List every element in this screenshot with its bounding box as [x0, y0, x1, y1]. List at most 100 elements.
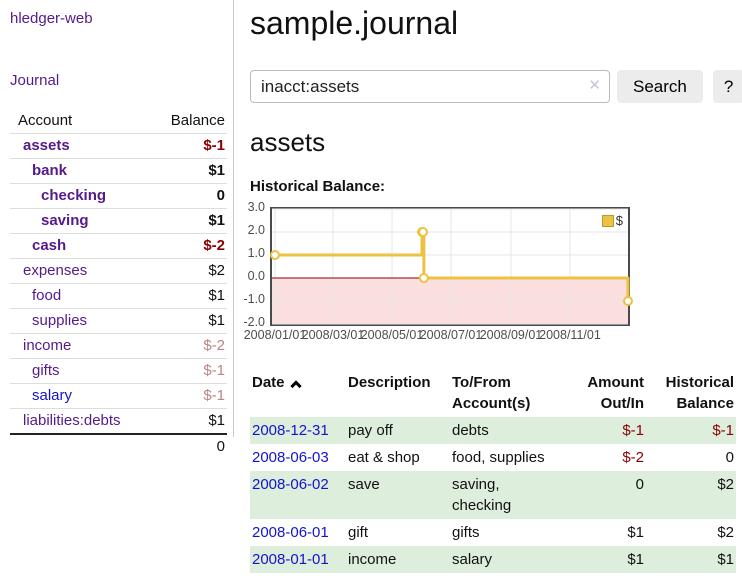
page-title: sample.journal — [250, 5, 459, 41]
account-link[interactable]: cash — [32, 237, 67, 254]
account-balance: $-1 — [148, 383, 227, 409]
account-balance: $1 — [148, 208, 227, 234]
account-heading: assets — [250, 127, 326, 157]
search-button[interactable]: Search — [617, 70, 703, 103]
transaction-amount: $-2 — [622, 449, 644, 466]
chart-svg — [270, 208, 633, 325]
transactions-table: Date Description To/From Account(s) Amou… — [250, 369, 736, 573]
transaction-accounts: saving, checking — [452, 476, 512, 514]
transaction-accounts: salary — [452, 551, 493, 568]
account-link[interactable]: liabilities:debts — [23, 412, 121, 429]
transaction-row: 2008-01-01 income salary $1 $1 — [250, 546, 736, 573]
account-name-cell: supplies — [10, 308, 149, 334]
legend-swatch-icon — [601, 214, 614, 227]
transaction-balance: $1 — [717, 551, 734, 568]
account-name-cell: bank — [10, 158, 149, 184]
account-row: assets $-1 — [10, 133, 227, 159]
search-input[interactable] — [250, 70, 610, 103]
y-axis-tick: -1.0 — [243, 292, 265, 306]
account-balance: $2 — [148, 258, 227, 284]
data-point-marker — [418, 273, 429, 283]
account-row: expenses $2 — [10, 258, 227, 284]
account-link[interactable]: food — [32, 287, 62, 304]
accounts-total-row: 0 — [10, 433, 227, 459]
account-name-cell: liabilities:debts — [10, 408, 149, 434]
data-point-marker — [418, 227, 428, 237]
account-link[interactable]: saving — [41, 212, 89, 229]
transaction-date-link[interactable]: 2008-01-01 — [252, 551, 329, 568]
chart-xlabels: 2008/01/01 2008/03/01 2008/05/01 2008/07/01… — [244, 328, 742, 345]
data-point-marker — [270, 250, 280, 260]
column-header-date[interactable]: Date — [250, 369, 346, 417]
account-balance: $-2 — [148, 233, 227, 259]
account-name-cell: salary — [10, 383, 149, 409]
x-axis-tick: 2008/03/01 — [301, 328, 365, 342]
transaction-description: income — [348, 551, 397, 568]
transaction-balance: $2 — [717, 476, 734, 493]
transaction-date-link[interactable]: 2008-12-31 — [252, 422, 329, 439]
transaction-balance: $2 — [717, 524, 734, 541]
account-row: saving $1 — [10, 208, 227, 234]
accounts-total-spacer — [10, 433, 149, 459]
account-link[interactable]: bank — [32, 162, 68, 179]
clear-search-icon[interactable]: ✕ — [588, 77, 601, 94]
transaction-date-cell: 2008-06-02 — [250, 471, 346, 519]
account-row: supplies $1 — [10, 308, 227, 334]
transaction-date-cell: 2008-01-01 — [250, 546, 346, 573]
column-header-balance: Historical Balance — [665, 374, 734, 412]
account-link[interactable]: expenses — [23, 262, 88, 279]
transaction-accounts: gifts — [452, 524, 480, 541]
transaction-row: 2008-12-31 pay off debts $-1 $-1 — [250, 417, 736, 444]
account-link[interactable]: gifts — [32, 362, 60, 379]
transaction-row: 2008-06-01 gift gifts $1 $2 — [250, 519, 736, 546]
account-link[interactable]: assets — [23, 137, 70, 154]
column-header-description: Description — [348, 374, 431, 391]
transaction-balance: $-1 — [712, 422, 734, 439]
account-link[interactable]: checking — [41, 187, 107, 204]
account-link[interactable]: income — [23, 337, 72, 354]
sidebar-item-journal[interactable]: Journal — [10, 72, 60, 89]
x-axis-tick: 2008/07/01 — [419, 328, 483, 342]
accounts-header-account: Account — [18, 112, 73, 129]
transaction-date-cell: 2008-06-03 — [250, 444, 346, 471]
y-axis-tick: 0.0 — [247, 269, 265, 283]
account-balance: $1 — [148, 158, 227, 184]
transaction-amount: $1 — [627, 524, 644, 541]
chart-row: 3.0 2.0 1.0 0.0 -1.0 -2.0 $ — [236, 200, 742, 329]
transaction-balance: 0 — [725, 449, 734, 466]
transaction-date-link[interactable]: 2008-06-03 — [252, 449, 329, 466]
transaction-description: gift — [348, 524, 369, 541]
account-balance: $1 — [148, 308, 227, 334]
chart-legend: $ — [601, 213, 623, 228]
account-row: income $-2 — [10, 333, 227, 359]
account-name-cell: expenses — [10, 258, 149, 284]
transaction-date-link[interactable]: 2008-06-02 — [252, 476, 329, 493]
accounts-total-value: 0 — [148, 433, 227, 459]
accounts-body: assets $-1 bank $1 checking 0 saving $1 … — [10, 133, 227, 434]
account-row: liabilities:debts $1 — [10, 408, 227, 434]
account-row: gifts $-1 — [10, 358, 227, 384]
data-point-marker — [623, 296, 633, 306]
search-box: ✕ — [250, 70, 610, 103]
account-name-cell: income — [10, 333, 149, 359]
transaction-accounts: debts — [452, 422, 489, 439]
account-row: food $1 — [10, 283, 227, 309]
transaction-row: 2008-06-03 eat & shop food, supplies $-2… — [250, 444, 736, 471]
account-balance: $-2 — [148, 333, 227, 359]
column-header-amount: Amount Out/In — [587, 374, 644, 412]
account-link[interactable]: salary — [32, 387, 73, 404]
account-balance: $1 — [148, 283, 227, 309]
account-link[interactable]: supplies — [32, 312, 88, 329]
account-row: bank $1 — [10, 158, 227, 184]
account-row: checking 0 — [10, 183, 227, 209]
account-name-cell: saving — [10, 208, 149, 234]
chart-plot-area[interactable]: $ — [270, 207, 633, 326]
account-name-cell: cash — [10, 233, 149, 259]
search-help-button[interactable]: ? — [712, 70, 742, 103]
transaction-date-cell: 2008-06-01 — [250, 519, 346, 546]
app-brand-link[interactable]: hledger-web — [10, 10, 93, 27]
account-row: cash $-2 — [10, 233, 227, 259]
transaction-date-link[interactable]: 2008-06-01 — [252, 524, 329, 541]
account-balance: $-1 — [148, 358, 227, 384]
